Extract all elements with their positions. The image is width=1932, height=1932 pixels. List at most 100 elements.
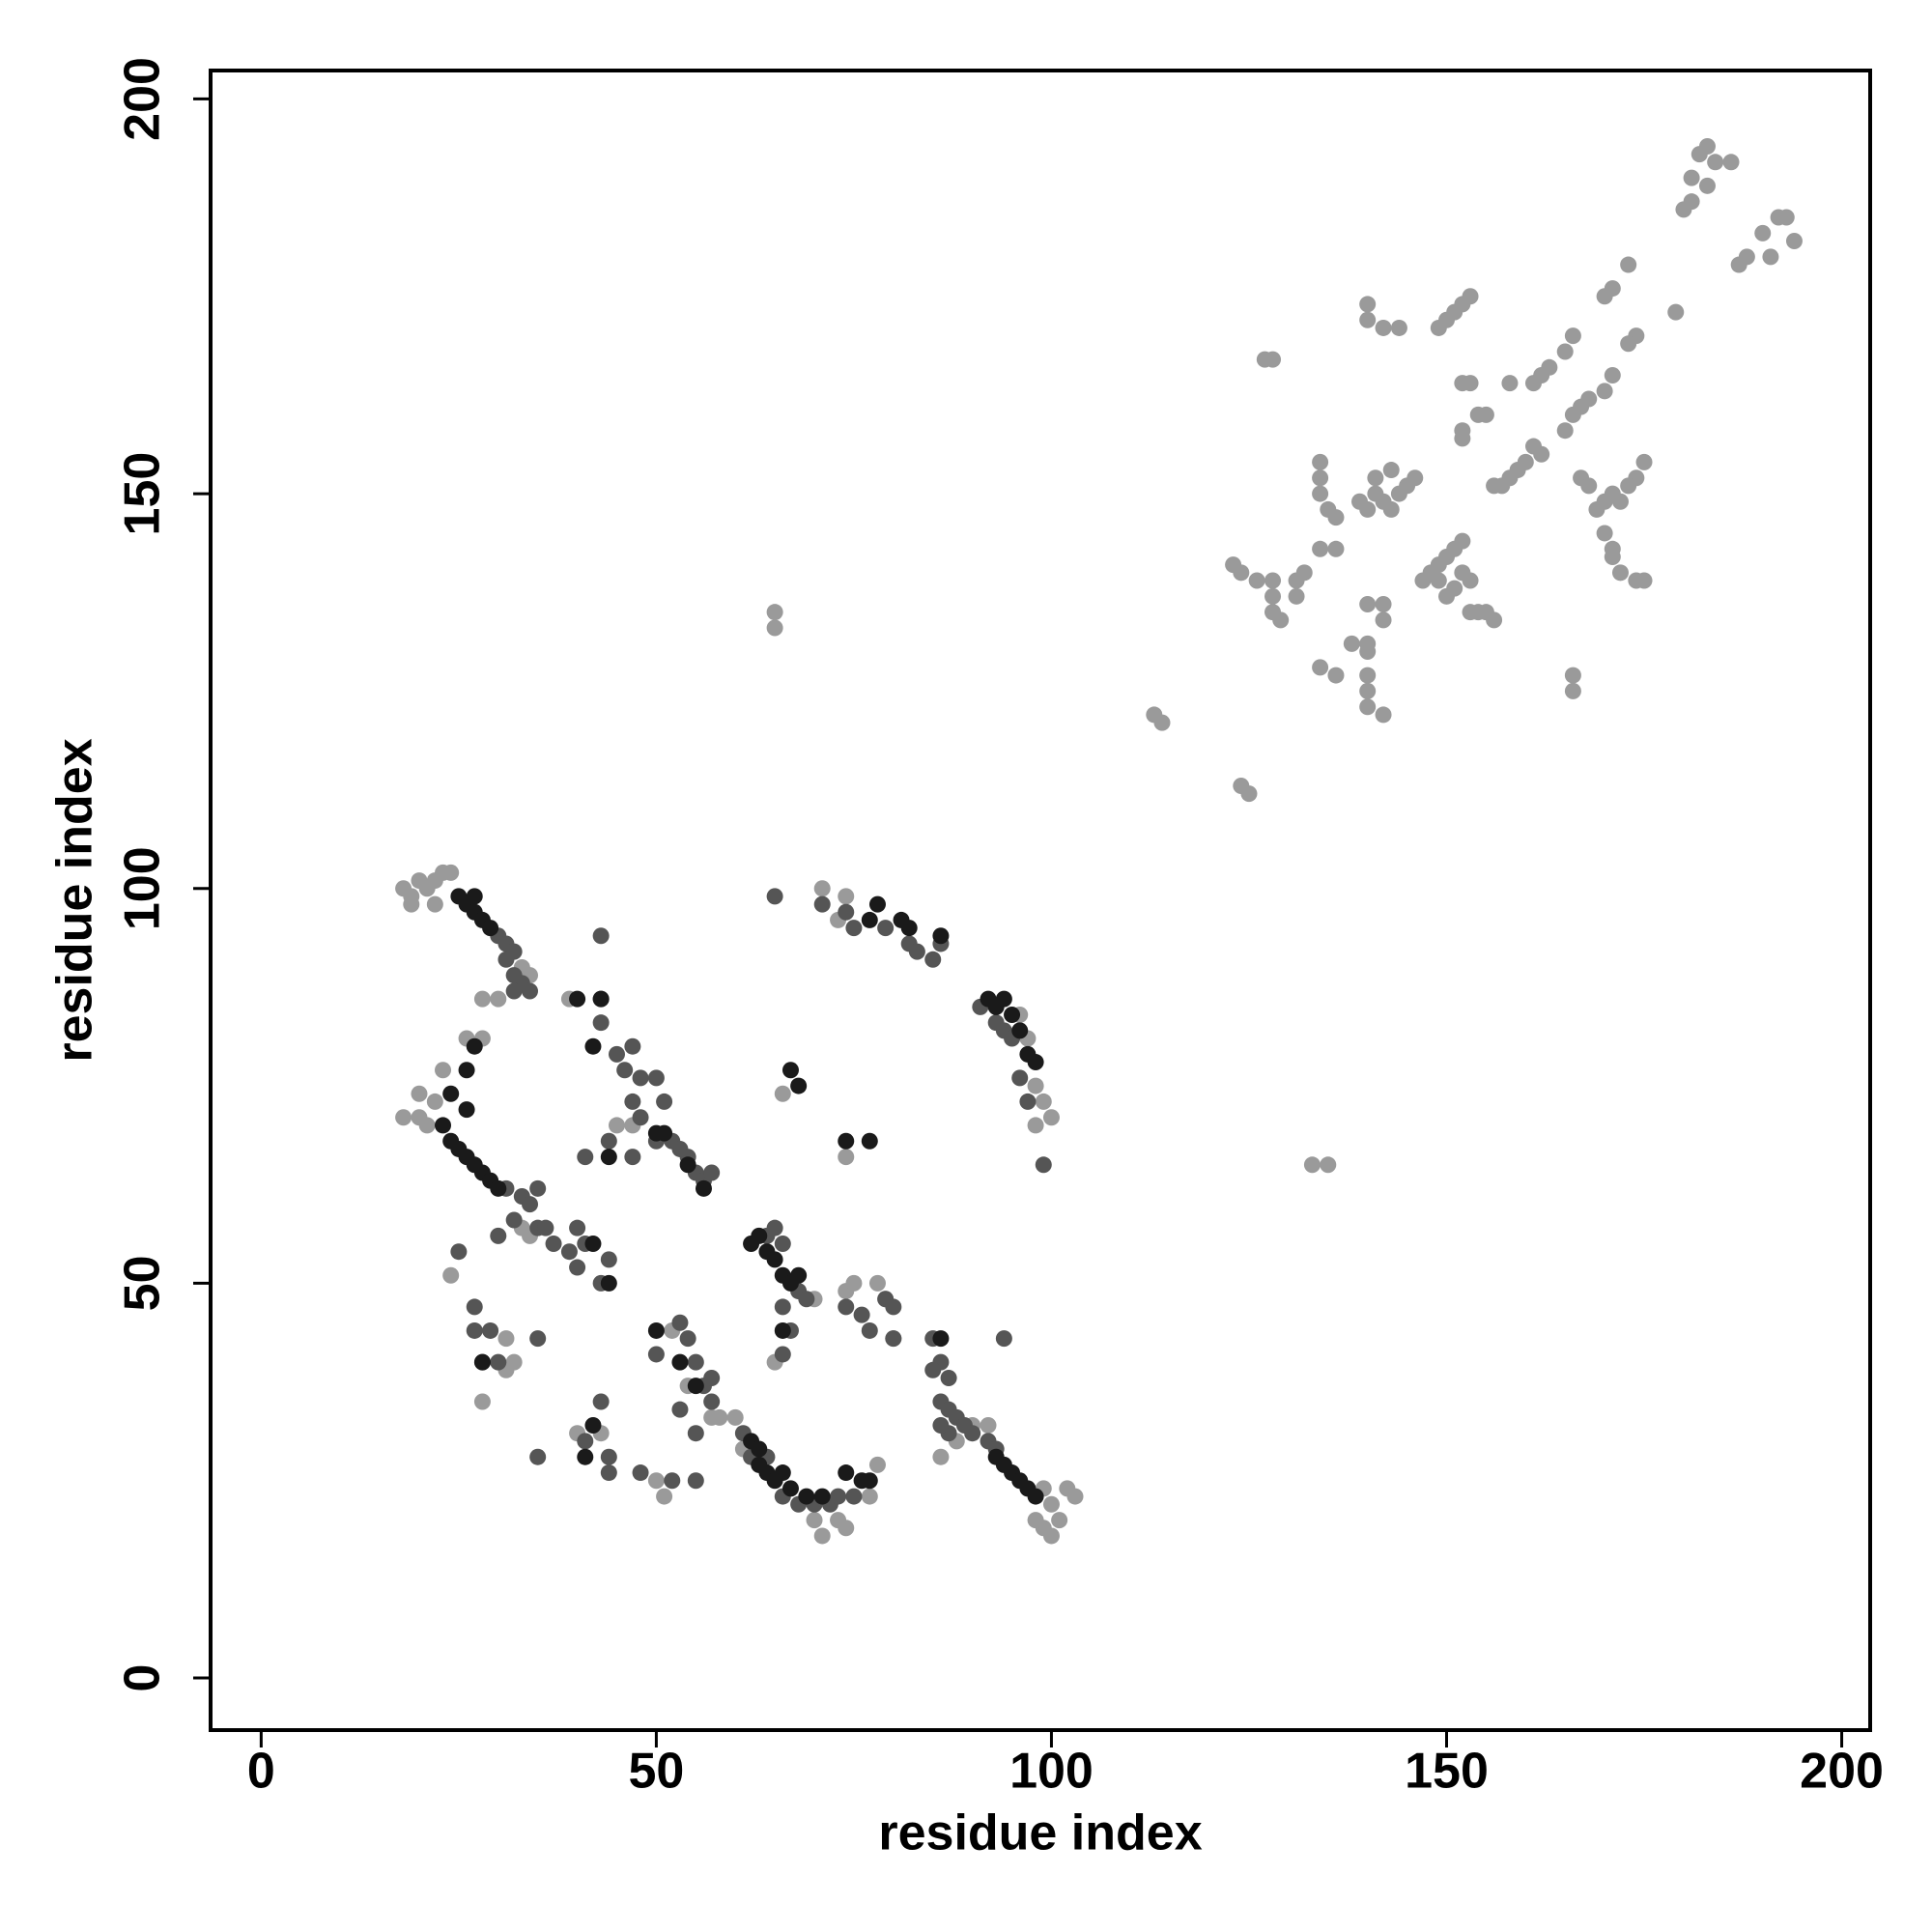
contact-point [924,1361,942,1378]
contact-point [435,1062,452,1079]
contact-point [1035,1093,1052,1110]
contact-point [584,1236,602,1253]
contact-point [1042,1109,1060,1126]
x-tick-label: 0 [247,1744,275,1800]
contact-point [1414,572,1432,589]
contact-point [632,1464,649,1482]
contact-point [695,1179,712,1197]
contact-point [473,990,491,1008]
contact-point [545,1236,562,1253]
contact-point [1027,1512,1044,1529]
contact-point [885,1330,902,1348]
contact-point [924,951,942,968]
y-tick-label: 50 [115,1255,171,1311]
contact-point [766,888,783,905]
contact-point [435,1117,452,1134]
contact-point [1042,1495,1060,1513]
contact-point [1312,469,1329,487]
contact-point [964,1425,981,1442]
contact-point [466,1321,483,1339]
contact-point [679,1330,696,1348]
contact-point [1430,572,1447,589]
contact-point [932,1448,950,1465]
contact-point [1524,375,1542,392]
contact-point [577,1433,594,1450]
contact-point [1327,667,1345,684]
contact-point [482,920,499,937]
contact-point [600,1274,617,1292]
contact-point [1667,303,1685,321]
contact-point [751,1227,768,1244]
contact-point [1406,469,1424,487]
contact-point [838,1149,855,1166]
contact-point [845,1488,863,1505]
contact-point [616,1062,634,1079]
y-tick-label: 100 [115,846,171,930]
contact-point [1343,635,1360,652]
contact-point [1359,596,1377,613]
contact-point [411,1085,428,1102]
contact-point [569,1259,586,1276]
contact-point [790,1077,808,1094]
contact-point [1295,564,1313,582]
contact-point [656,1093,673,1110]
contact-point [466,888,483,905]
contact-point [687,1378,704,1395]
contact-point [1762,248,1779,266]
contact-point [656,1124,673,1142]
contact-point [813,895,831,913]
contact-point [600,1149,617,1166]
contact-point [1564,682,1581,699]
contact-point [838,1298,855,1316]
contact-point [560,1243,578,1261]
contact-point [482,1321,499,1339]
contact-point [1375,611,1392,629]
contact-point [1011,1022,1029,1039]
contact-point [1533,445,1550,463]
contact-point [1019,1093,1037,1110]
contact-point [868,1274,886,1292]
contact-point [679,1156,696,1174]
contact-point [774,1236,791,1253]
contact-point [838,1520,855,1537]
contact-point [868,1456,886,1473]
contact-point [1486,477,1503,495]
contact-point [703,1393,721,1410]
contact-point [1486,611,1503,629]
contact-point [1042,1527,1060,1545]
contact-point [877,920,895,937]
contact-point [1375,706,1392,724]
contact-point [490,990,507,1008]
contact-point [798,1488,815,1505]
contact-point [1462,375,1479,392]
contact-point [1248,572,1265,589]
contact-point [766,1219,783,1236]
contact-point [473,1393,491,1410]
contact-point [1698,177,1716,194]
contact-point [1611,493,1629,510]
contact-point [1035,1156,1052,1174]
contact-point [861,911,878,928]
contact-point [403,895,420,913]
contact-point [442,1085,460,1102]
contact-point [1730,256,1747,273]
x-tick-label: 200 [1800,1744,1884,1800]
contact-point [845,920,863,937]
x-tick-label: 150 [1405,1744,1489,1800]
contact-point [1722,154,1740,171]
contact-point [426,895,443,913]
contact-point [1264,351,1282,368]
contact-point [790,1266,808,1284]
contact-point [600,1464,617,1482]
contact-point [1620,256,1637,273]
contact-point [624,1149,641,1166]
contact-point [838,903,855,921]
contact-point [711,1408,728,1426]
contact-point [569,1219,586,1236]
x-axis-title: residue index [878,1805,1202,1861]
contact-point [806,1512,823,1529]
contact-point [632,1109,649,1126]
contact-point [1320,1156,1337,1174]
